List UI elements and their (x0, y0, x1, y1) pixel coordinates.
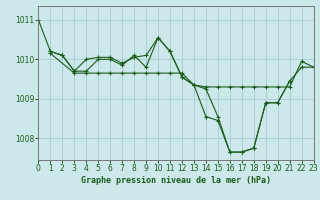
X-axis label: Graphe pression niveau de la mer (hPa): Graphe pression niveau de la mer (hPa) (81, 176, 271, 185)
